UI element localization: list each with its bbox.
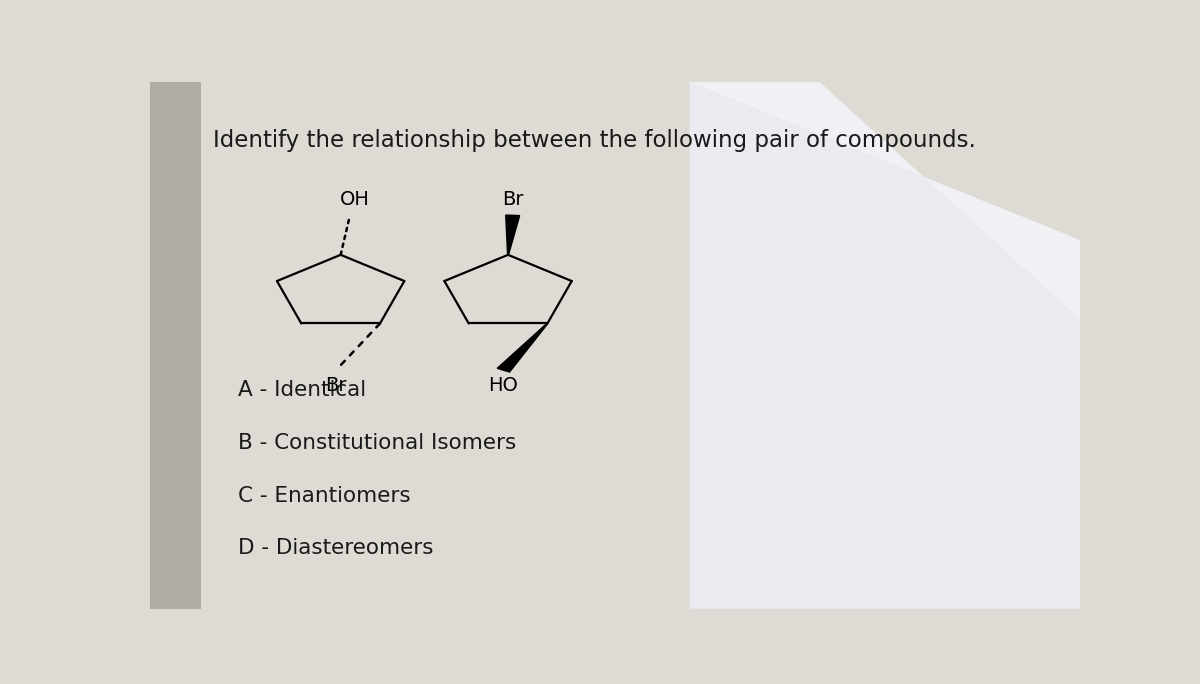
Polygon shape	[689, 82, 1080, 609]
Text: C - Enantiomers: C - Enantiomers	[239, 486, 410, 505]
Text: B - Constitutional Isomers: B - Constitutional Isomers	[239, 433, 517, 453]
Polygon shape	[497, 324, 548, 372]
Polygon shape	[505, 215, 520, 255]
Polygon shape	[689, 82, 1080, 319]
Bar	[150, 82, 202, 609]
Text: Br: Br	[325, 376, 347, 395]
Text: HO: HO	[488, 376, 518, 395]
Text: Br: Br	[502, 190, 523, 209]
Text: Identify the relationship between the following pair of compounds.: Identify the relationship between the fo…	[214, 129, 976, 153]
Text: A - Identical: A - Identical	[239, 380, 366, 400]
Text: D - Diastereomers: D - Diastereomers	[239, 538, 434, 558]
Text: OH: OH	[340, 190, 370, 209]
